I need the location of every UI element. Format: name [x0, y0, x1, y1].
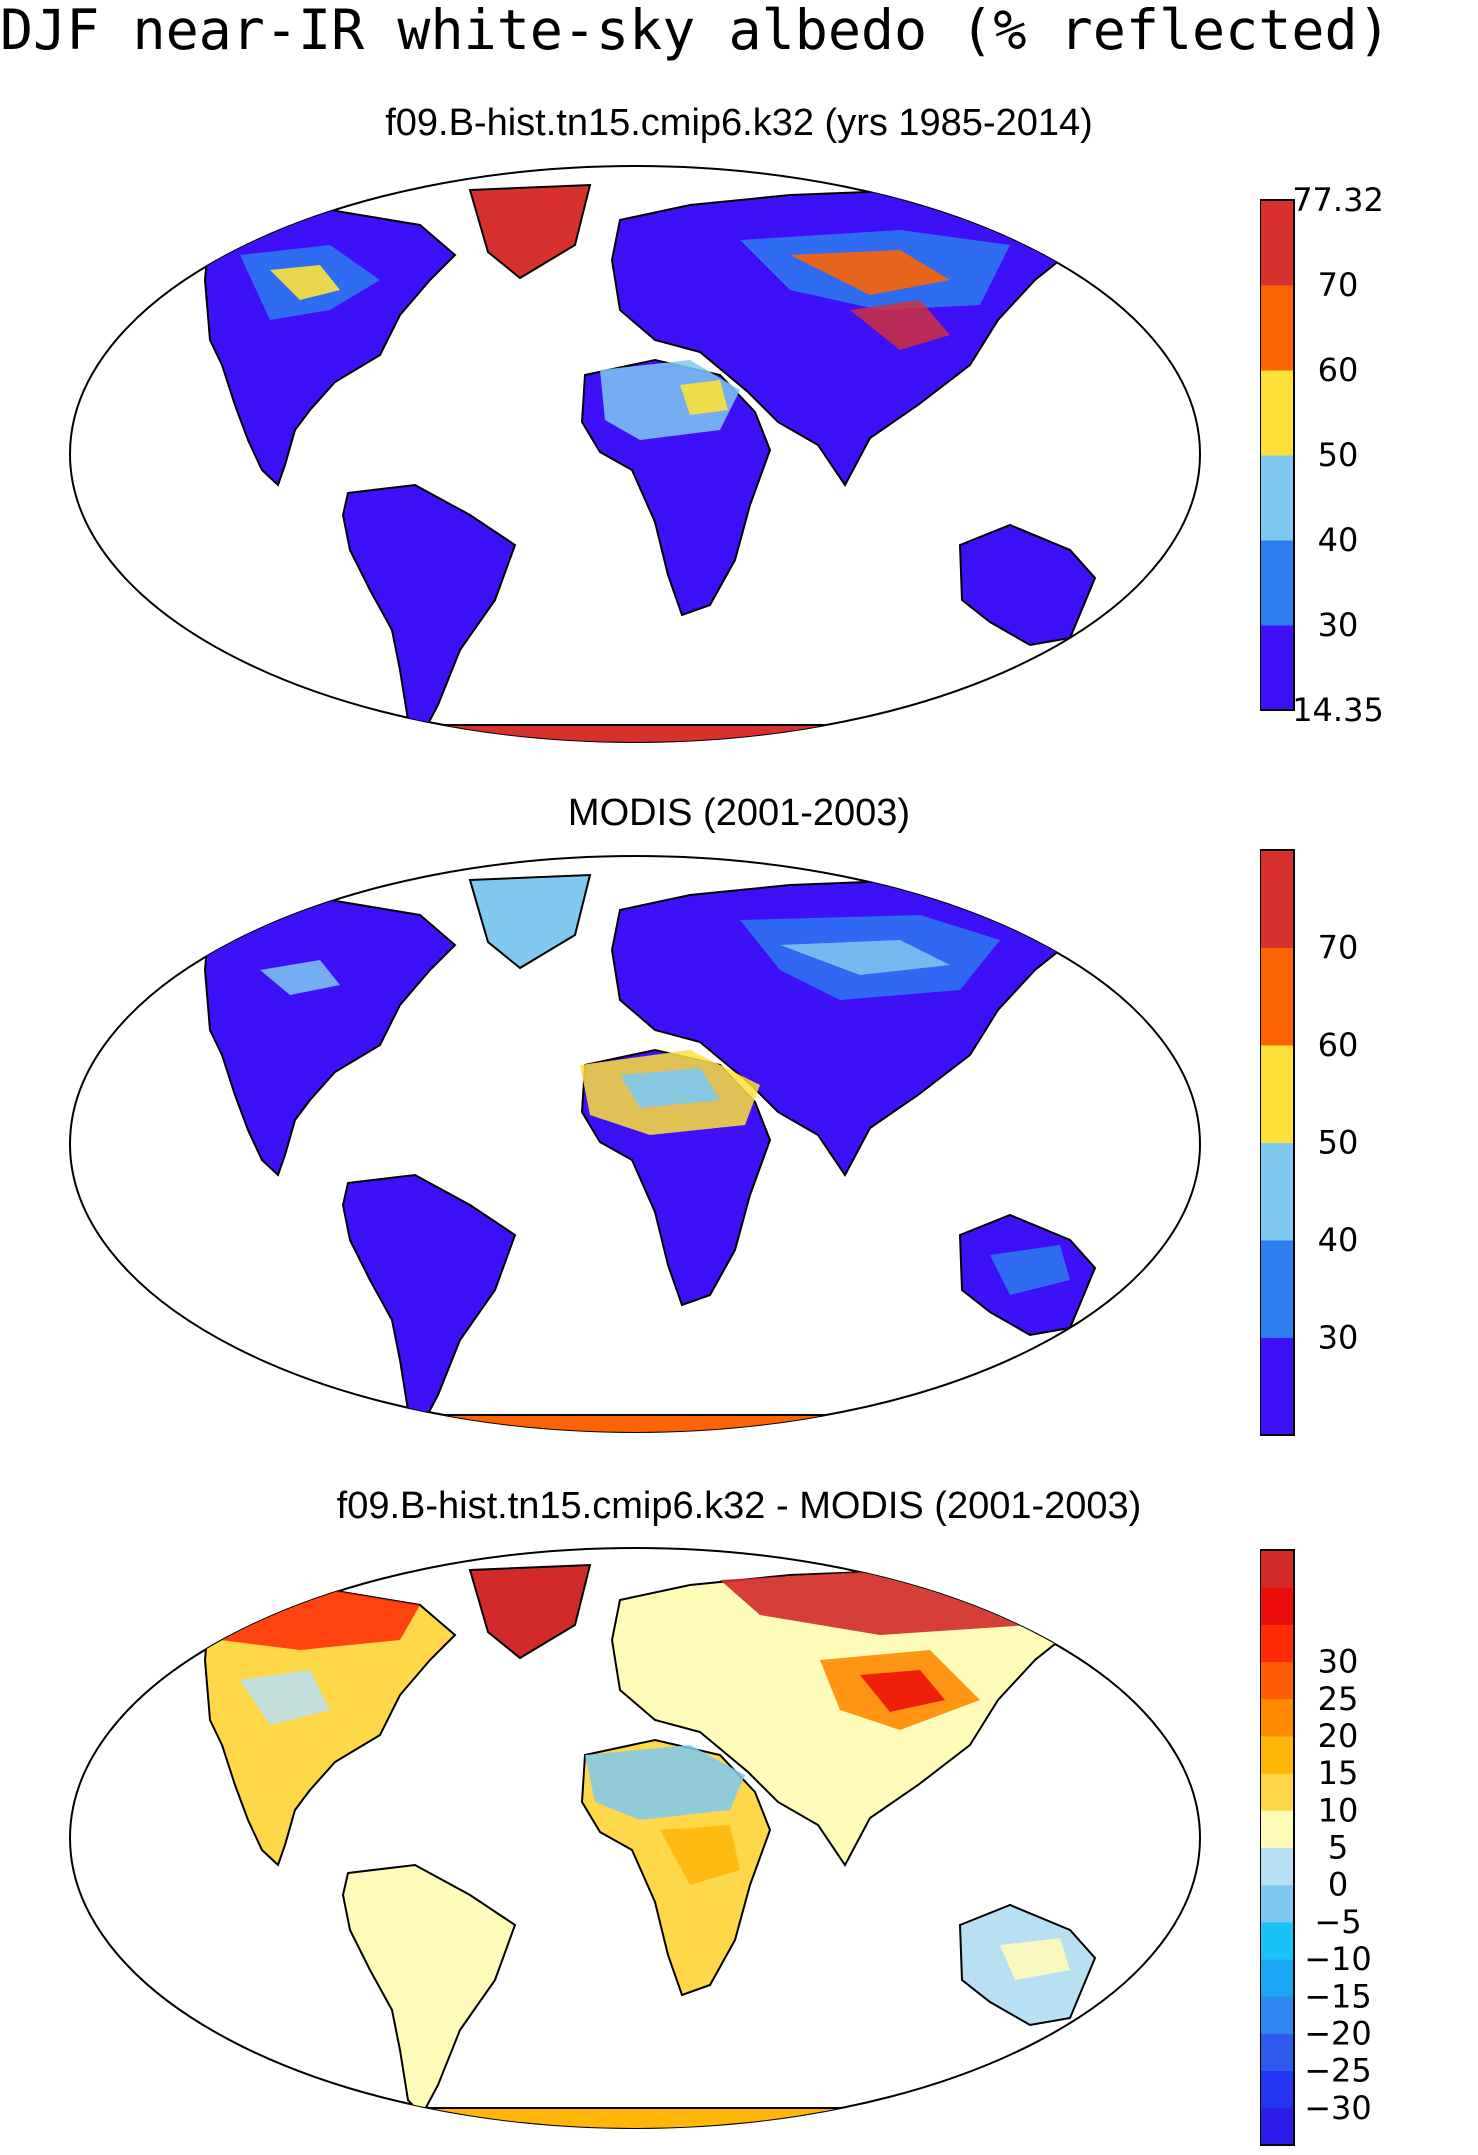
colorbar-tick-label: 70 [1318, 929, 1359, 967]
colorbar-tick-label: 30 [1318, 606, 1359, 644]
landmass-antarctica [113, 2107, 1167, 2128]
colorbar-tick-label: 0 [1328, 1866, 1348, 1904]
colorbar-segment [1260, 1045, 1294, 1143]
colorbar-tick-label: 40 [1318, 1221, 1359, 1259]
colorbar-segment [1260, 370, 1294, 456]
colorbar-tick-label: 14.35 [1292, 691, 1384, 729]
panel-2-title: MODIS (2001-2003) [567, 792, 911, 834]
colorbar-frame [1260, 1549, 1295, 2146]
land-alaska [148, 910, 230, 949]
colorbar-frame [1260, 849, 1295, 1436]
colorbar-segment [1260, 200, 1294, 286]
colorbar-segment [1260, 285, 1294, 371]
colorbar-segment [1260, 2107, 1294, 2146]
colorbar-tick-label: −20 [1304, 2014, 1372, 2052]
colorbar-segment [1260, 540, 1294, 626]
colorbar-segment [1260, 1921, 1294, 1960]
colorbar-segment [1260, 1624, 1294, 1663]
colorbar-tick-label: 25 [1318, 1680, 1359, 1718]
colorbar-segment [1260, 1996, 1294, 2034]
colorbar-segment [1260, 625, 1294, 711]
anomaly-overlay [620, 1068, 720, 1108]
colorbar-segment [1260, 1587, 1294, 1625]
colorbar-segment [1260, 1735, 1294, 1774]
colorbar-tick-label: 50 [1318, 1124, 1359, 1162]
anomaly-overlay [990, 1245, 1070, 1295]
colorbar-segment [1260, 1337, 1294, 1436]
anomaly-overlay [780, 940, 950, 975]
landmass-north-america [203, 1583, 457, 1867]
colorbar-segment [1260, 1550, 1294, 1588]
colorbar-tick-label: 5 [1328, 1829, 1348, 1867]
anomaly-overlay [270, 265, 340, 300]
colorbar-segment [1260, 2033, 1294, 2072]
panel-1-title: f09.B-hist.tn15.cmip6.k32 (yrs 1985-2014… [385, 102, 1093, 144]
map-difference [69, 1547, 1201, 2129]
land-greenland [468, 183, 592, 280]
anomaly-overlay [860, 1670, 945, 1712]
colorbar-tick-label: −30 [1304, 2089, 1372, 2127]
colorbar-segment [1260, 1773, 1294, 1811]
anomaly-overlay [1000, 1938, 1070, 1980]
land-greenland [468, 1563, 592, 1660]
colorbar-tick-label: 10 [1318, 1791, 1359, 1829]
anomaly-overlay [850, 300, 950, 350]
colorbar-segment [1260, 1810, 1294, 1848]
colorbar-modis: 30 40 50 60 70 [1260, 849, 1359, 1436]
colorbar-segment [1260, 2070, 1294, 2109]
colorbar-tick-label: 15 [1318, 1754, 1359, 1792]
colorbar-segment [1260, 1847, 1294, 1886]
anomaly-overlay [600, 360, 740, 440]
colorbar-tick-label: 50 [1318, 436, 1359, 474]
colorbar-segment [1260, 1661, 1294, 1700]
colorbar-segment [1260, 1142, 1294, 1241]
land-alaska [148, 220, 230, 259]
panel-3-title: f09.B-hist.tn15.cmip6.k32 - MODIS (2001-… [336, 1485, 1142, 1527]
anomaly-overlay [240, 1670, 330, 1725]
colorbar-tick-label: −25 [1304, 2052, 1372, 2090]
colorbar-frame [1260, 199, 1295, 711]
landmass-north-america [203, 893, 457, 1177]
colorbar-segment [1260, 455, 1294, 541]
land-greenland [468, 873, 592, 970]
colorbar-tick-label: −5 [1314, 1903, 1361, 1941]
colorbar-tick-label: 40 [1318, 521, 1359, 559]
land-alaska [148, 1600, 230, 1639]
anomaly-overlay [790, 250, 950, 295]
colorbar-tick-label: −10 [1304, 1940, 1372, 1978]
colorbar-model: 14.35 30 40 50 60 70 77.32 [1260, 181, 1384, 729]
colorbar-segment [1260, 850, 1294, 948]
anomaly-overlay [680, 380, 728, 415]
map-modis [69, 855, 1201, 1433]
colorbar-tick-label: 30 [1318, 1643, 1359, 1681]
anomaly-overlay [585, 1745, 745, 1820]
colorbar-tick-label: −15 [1304, 1977, 1372, 2015]
map-model [69, 165, 1201, 743]
colorbar-segment [1260, 1959, 1294, 1997]
colorbar-segment [1260, 1240, 1294, 1338]
colorbar-tick-label: 60 [1318, 1026, 1359, 1064]
main-title: DJF near-IR white-sky albedo (% reflecte… [0, 0, 1391, 62]
colorbar-tick-label: 60 [1318, 351, 1359, 389]
colorbar-tick-label: 70 [1318, 266, 1359, 304]
anomaly-overlay [260, 960, 340, 995]
colorbar-segment [1260, 947, 1294, 1046]
colorbar-segment [1260, 1698, 1294, 1737]
colorbar-tick-label: 30 [1318, 1319, 1359, 1357]
colorbar-tick-label: 77.32 [1292, 181, 1384, 219]
anomaly-overlay [660, 1825, 740, 1885]
colorbar-segment [1260, 1884, 1294, 1923]
colorbar-tick-label: 20 [1318, 1717, 1359, 1755]
